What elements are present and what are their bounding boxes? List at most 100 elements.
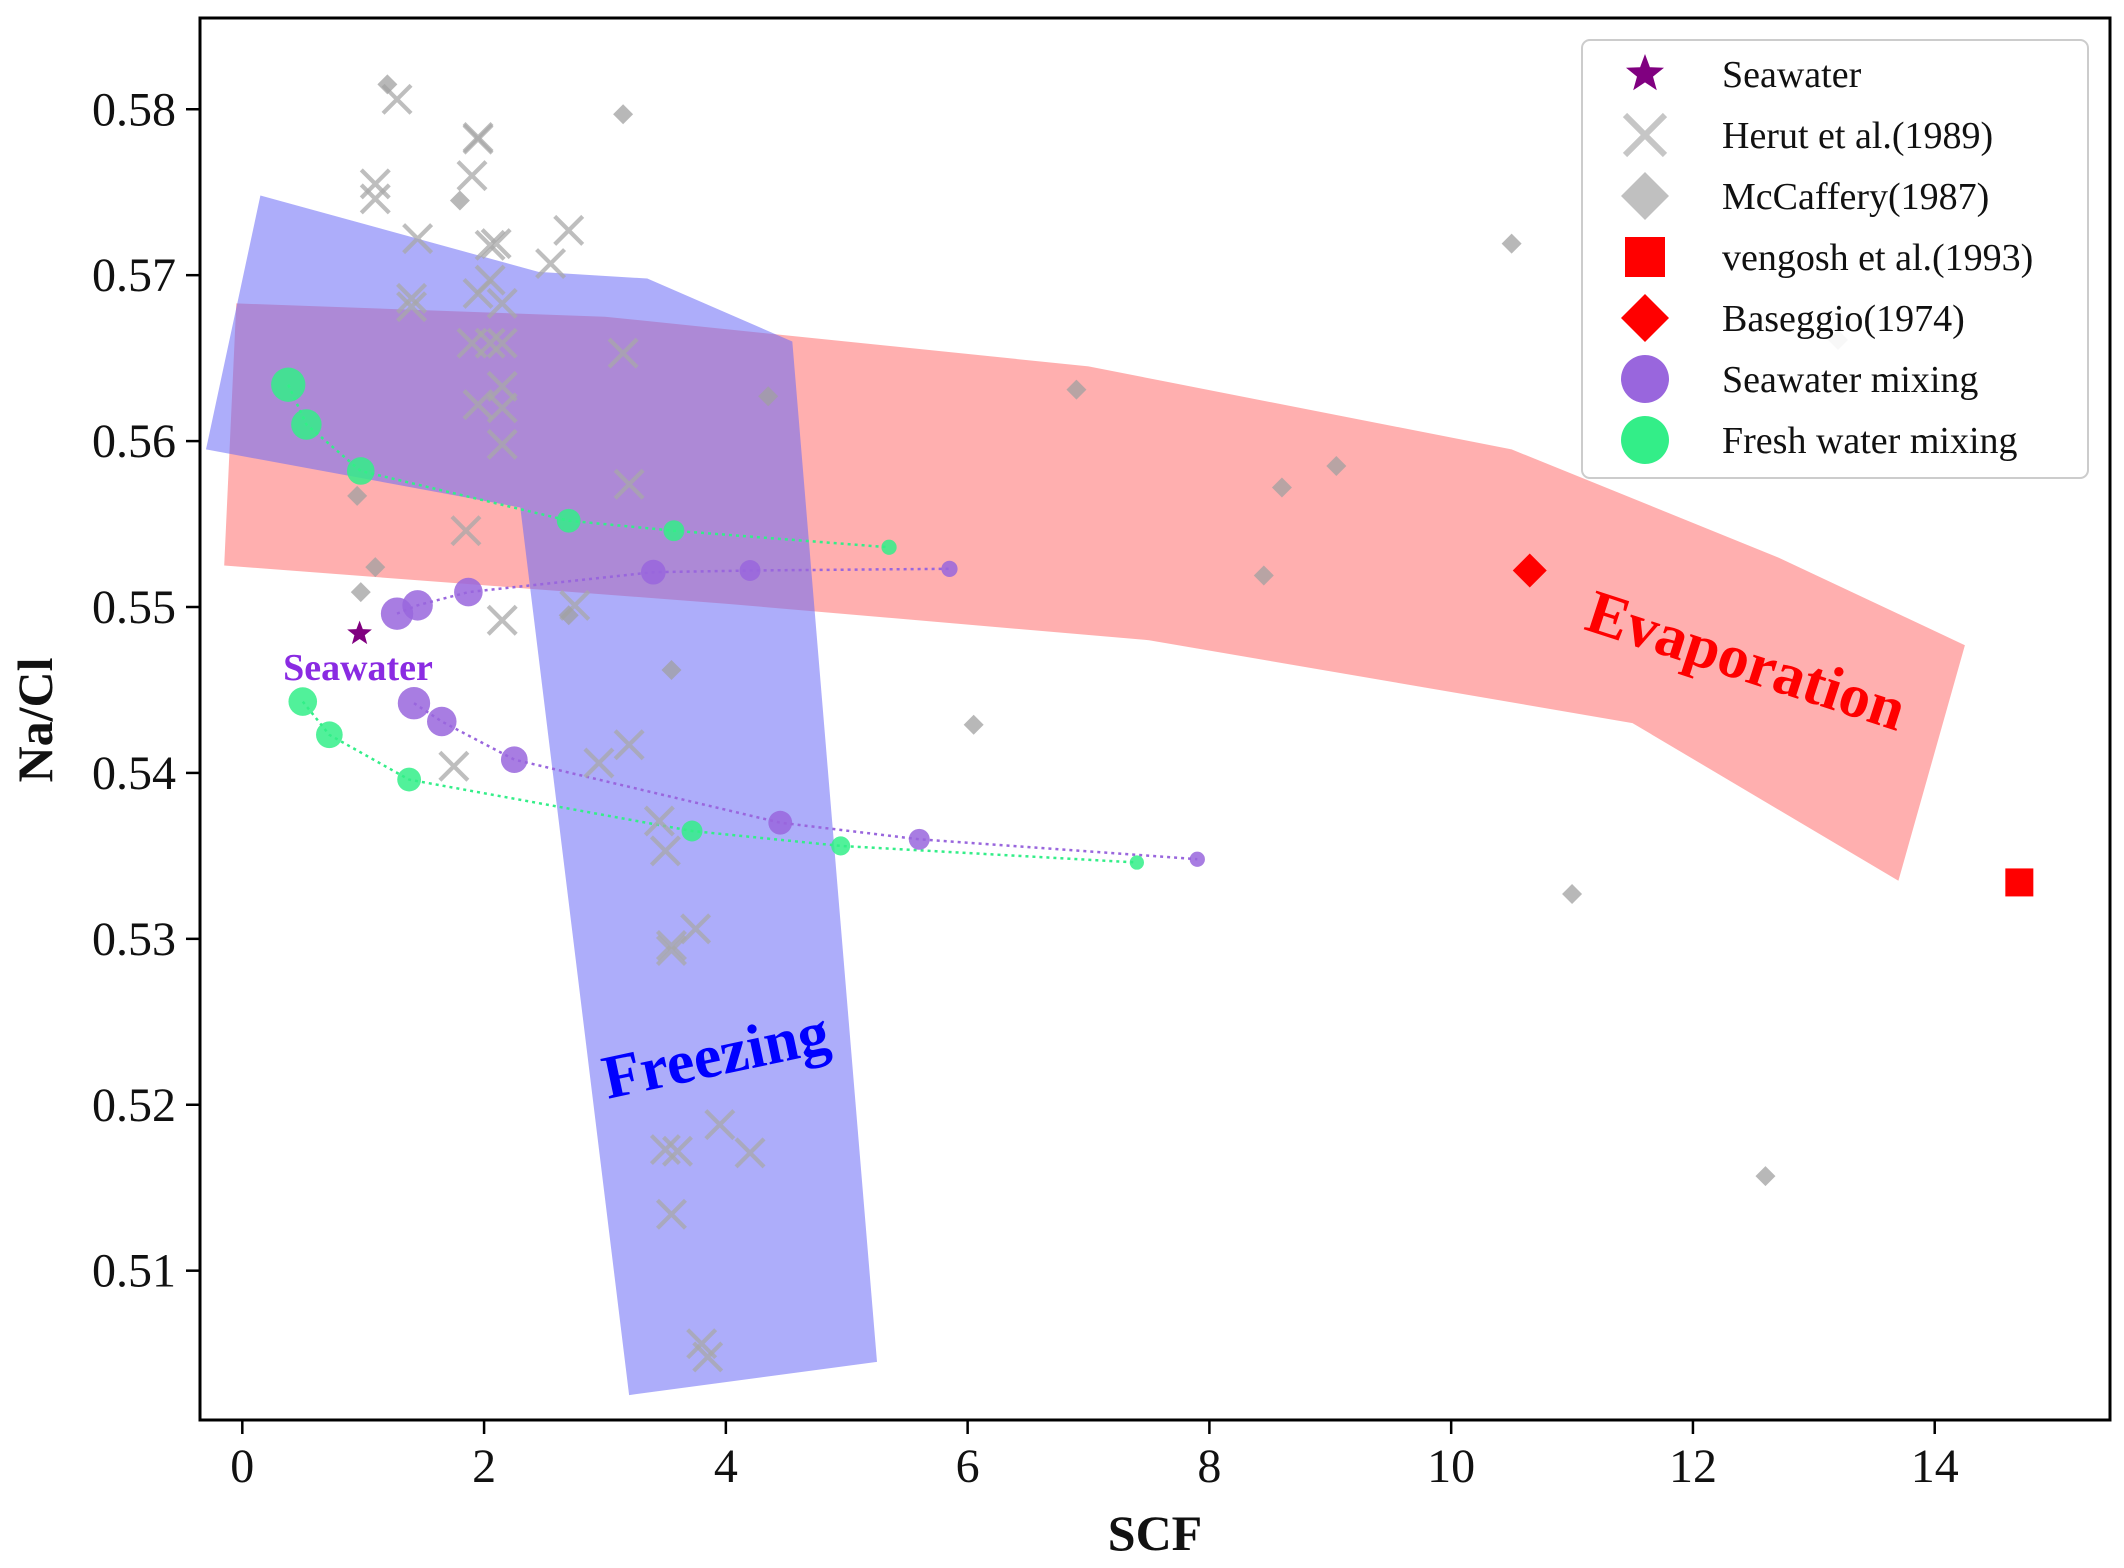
region-freezing: [206, 195, 877, 1396]
data-point: [613, 468, 645, 500]
data-point: [941, 560, 958, 577]
data-point: [663, 520, 685, 542]
y-axis-label: Na/Cl: [7, 657, 63, 782]
data-point: [1326, 455, 1347, 476]
data-point: [558, 605, 579, 626]
data-point: [427, 706, 457, 737]
axis-ticks: 0 2 4 6 8 10 12 14 0.51 0.52 0.53 0.54 0.55 0.56 0.57 0…: [92, 83, 1959, 1493]
data-point: [881, 539, 897, 555]
data-point: [662, 1135, 693, 1167]
data-point: [474, 264, 506, 296]
data-point: [692, 1341, 724, 1373]
data-point: [347, 620, 372, 645]
data-point: [649, 835, 681, 867]
data-point: [486, 327, 518, 359]
data-point: [365, 557, 386, 578]
data-point: [963, 714, 984, 735]
legend-frame: [1581, 39, 2089, 479]
data-point: [402, 590, 433, 621]
data-point: [739, 560, 761, 581]
legend-symbol: [1622, 112, 1668, 158]
data-point: [396, 282, 428, 314]
data-point: [607, 337, 639, 369]
annotation-seawater: Seawater: [283, 647, 433, 689]
data-point: [474, 229, 506, 261]
y-tick-label: 0.56: [92, 415, 176, 468]
data-point: [553, 214, 585, 246]
y-tick-label: 0.58: [92, 83, 176, 136]
x-tick-label: 12: [1669, 1440, 1717, 1493]
data-point: [486, 428, 518, 460]
legend-label-baseggio: Baseggio(1974): [1722, 298, 1965, 340]
legend-label-fresh-water-mixing: Fresh water mixing: [1722, 420, 2018, 462]
x-tick-label: 2: [472, 1440, 496, 1493]
data-point: [613, 729, 645, 761]
legend-symbol: [1621, 294, 1669, 342]
legend-symbols: [1621, 54, 1669, 464]
data-point: [831, 836, 851, 856]
y-tick-label: 0.55: [92, 581, 176, 634]
y-tick-label: 0.54: [92, 747, 176, 800]
x-tick-label: 8: [1197, 1440, 1221, 1493]
data-point: [397, 767, 422, 792]
data-point: [474, 327, 506, 359]
data-point: [1253, 565, 1274, 586]
data-point: [449, 190, 470, 211]
data-point: [768, 810, 793, 835]
data-point: [1512, 553, 1547, 588]
data-point: [2005, 868, 2034, 897]
data-point: [486, 604, 518, 636]
data-point: [1129, 855, 1145, 870]
data-point: [291, 409, 322, 440]
data-point: [377, 74, 398, 95]
legend-symbol: [1621, 172, 1669, 220]
y-tick-label: 0.53: [92, 913, 176, 966]
legend-label-seawater-mixing: Seawater mixing: [1722, 359, 1978, 401]
series-4: [1512, 553, 1547, 588]
data-point: [271, 367, 306, 402]
data-point: [359, 183, 391, 215]
legend-label-mccaffery: McCaffery(1987): [1722, 176, 1989, 218]
data-point: [655, 934, 687, 966]
data-point: [486, 392, 518, 424]
data-point: [480, 228, 512, 260]
data-point: [316, 721, 343, 749]
legend-symbol: [1621, 355, 1669, 403]
data-point: [402, 223, 434, 255]
y-tick-label: 0.52: [92, 1079, 176, 1132]
data-point: [734, 1137, 766, 1169]
data-point: [643, 805, 675, 837]
series-2: [347, 74, 1849, 1187]
series-8: [271, 367, 897, 555]
data-point: [350, 582, 371, 603]
data-point: [288, 687, 318, 716]
data-point: [486, 287, 518, 319]
data-point: [640, 559, 666, 585]
x-tick-label: 14: [1911, 1440, 1959, 1493]
data-point: [438, 750, 470, 782]
region-layer: [206, 195, 1965, 1396]
legend-label-vengosh: vengosh et al.(1993): [1722, 237, 2033, 279]
series-6: [397, 687, 1205, 867]
legend-symbol: [1626, 54, 1664, 91]
x-tick-label: 0: [230, 1440, 254, 1493]
data-point: [396, 291, 428, 323]
x-tick-label: 4: [714, 1440, 738, 1493]
data-point: [1501, 233, 1522, 254]
legend: Seawater Herut et al.(1989) McCaffery(19…: [1581, 39, 2089, 479]
data-point: [681, 820, 703, 842]
data-point: [655, 929, 687, 961]
series-7: [288, 687, 1145, 870]
data-point: [908, 828, 930, 850]
data-point: [346, 457, 375, 485]
data-point: [500, 746, 528, 773]
data-point: [758, 386, 779, 407]
data-point: [347, 485, 368, 506]
mixing-curve-2: [413, 702, 1198, 861]
series-5: [380, 559, 958, 630]
series-0: [347, 620, 372, 645]
data-point: [704, 1109, 736, 1141]
data-point: [613, 104, 634, 125]
data-point: [1271, 477, 1292, 498]
